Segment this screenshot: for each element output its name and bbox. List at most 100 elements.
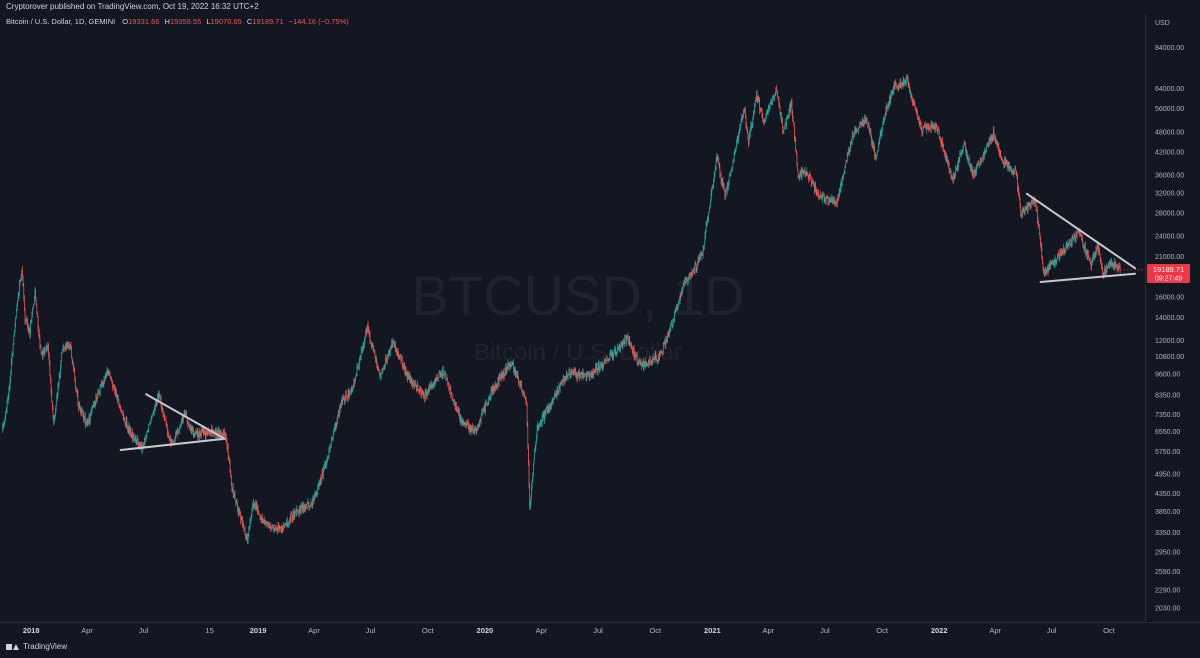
candle-body [481,412,483,415]
candle-body [649,359,650,362]
candle-body [172,441,174,444]
candle-body [1002,161,1003,163]
trendline[interactable] [119,437,226,451]
candle-body [781,113,782,122]
candle-body [441,371,442,373]
time-axis[interactable]: 2018 Apr Jul 15 2019 Apr Jul Oct 2020 Apr Jul Oct 20… [23,626,1116,635]
price-axis[interactable]: 84000.0064000.0056000.0048000.0042000.00… [1155,45,1184,612]
candle-body [186,418,188,422]
candle-body [47,347,48,349]
candle-body [531,480,533,487]
candle-body [33,304,34,307]
candle-body [666,339,668,340]
trendline[interactable] [145,393,226,440]
candle-body [672,323,673,325]
candle-body [46,347,48,351]
candle-body [554,393,555,397]
candle-body [860,121,862,126]
candle-body [874,147,875,156]
candle-body [438,372,440,378]
candle-body [672,318,674,324]
candle-body [848,149,850,153]
candle-body [568,369,570,376]
candle-body [170,441,172,444]
candle-body [839,190,841,193]
candle-body [400,357,401,358]
candle-body [595,366,597,368]
candle-body [319,482,320,485]
candle-body [1078,231,1079,233]
candle-body [804,170,806,173]
candle-body [737,139,739,142]
candle-body [1029,205,1030,207]
price-tick-label: 6550.00 [1155,429,1180,436]
candle-body [387,356,388,362]
candle-body [869,131,871,133]
candle-body [1103,273,1105,277]
candle-body [640,361,641,363]
candle-body [258,512,259,514]
candle-body [704,235,706,243]
candle-body [345,393,346,400]
candle-body [327,457,328,459]
candle-body [45,349,47,351]
candle-body [815,185,816,191]
candle-body [605,358,606,360]
candle-body [73,362,74,370]
candle-body [913,101,915,103]
candle-body [65,346,66,351]
candle-body [343,397,345,399]
candle-body [70,345,71,346]
time-tick-label: Apr [308,626,320,635]
price-tick-label: 12000.00 [1155,338,1184,345]
candle-body [1029,203,1031,206]
candle-body [204,434,206,436]
candle-body [1099,252,1100,255]
candle-body [349,391,351,393]
trendline[interactable] [1025,192,1136,270]
candle-body [36,304,38,314]
candle-body [1063,247,1064,253]
candle-body [646,363,648,366]
trendline[interactable] [1039,272,1136,283]
candle-body [800,171,801,173]
candle-body [130,428,131,434]
candle-body [575,376,577,377]
candle-body [956,165,958,169]
candle-body [360,350,362,359]
candle-body [169,437,171,440]
candle-body [65,346,67,348]
candle-body [664,342,665,345]
candle-body [214,429,216,434]
candle-body [1039,225,1040,233]
candle-body [518,381,520,383]
candle-body [720,174,721,176]
candle-body [48,355,50,362]
candle-body [115,390,117,395]
candle-body [206,432,208,435]
candle-body [888,103,890,107]
candle-body [168,435,169,438]
candle-body [451,393,452,396]
candle-body [313,497,315,501]
candle-body [1104,268,1105,277]
candle-body [730,170,732,175]
candle-body [442,368,444,375]
candle-body [826,196,828,198]
candle-body [330,444,332,449]
price-tick-label: 64000.00 [1155,86,1184,93]
tradingview-logo[interactable]: TradingView [6,642,67,651]
candle-body [183,417,184,419]
candle-body [671,323,673,325]
candle-body [29,328,31,335]
candle-body [122,413,123,414]
candle-body [721,180,723,183]
candle-body [146,431,148,438]
symbol-legend[interactable]: Bitcoin / U.S. Dollar, 1D, GEMINI O19331… [6,17,352,26]
candle-body [510,364,511,368]
candle-body [147,431,149,433]
candle-body [411,379,413,386]
candle-body [1043,269,1045,274]
candle-body [289,517,291,522]
